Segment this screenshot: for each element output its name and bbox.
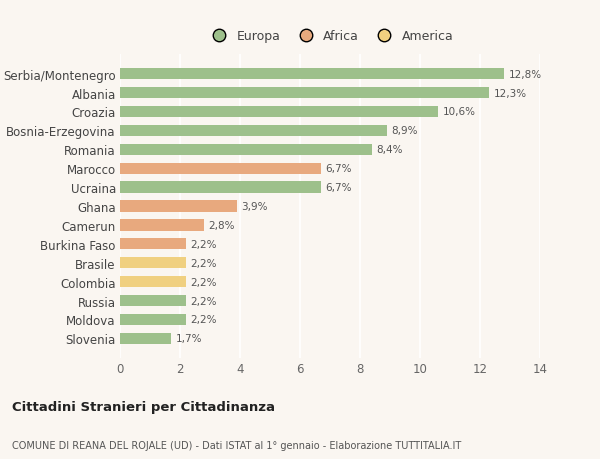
Bar	[120, 69, 504, 80]
Bar	[120, 276, 186, 288]
Bar	[120, 106, 438, 118]
Text: 10,6%: 10,6%	[443, 107, 476, 117]
Bar	[120, 201, 237, 212]
Bar	[120, 88, 489, 99]
Text: COMUNE DI REANA DEL ROJALE (UD) - Dati ISTAT al 1° gennaio - Elaborazione TUTTIT: COMUNE DI REANA DEL ROJALE (UD) - Dati I…	[12, 440, 461, 450]
Bar	[120, 125, 387, 137]
Text: 2,2%: 2,2%	[191, 296, 217, 306]
Text: 2,2%: 2,2%	[191, 315, 217, 325]
Bar	[120, 333, 171, 344]
Text: Cittadini Stranieri per Cittadinanza: Cittadini Stranieri per Cittadinanza	[12, 400, 275, 413]
Legend: Europa, Africa, America: Europa, Africa, America	[202, 25, 458, 48]
Text: 6,7%: 6,7%	[325, 164, 352, 174]
Text: 2,8%: 2,8%	[209, 220, 235, 230]
Bar	[120, 182, 321, 193]
Bar	[120, 239, 186, 250]
Bar	[120, 220, 204, 231]
Bar	[120, 295, 186, 307]
Text: 2,2%: 2,2%	[191, 277, 217, 287]
Bar	[120, 144, 372, 156]
Bar	[120, 163, 321, 174]
Text: 2,2%: 2,2%	[191, 258, 217, 268]
Text: 6,7%: 6,7%	[325, 183, 352, 193]
Text: 12,8%: 12,8%	[509, 69, 542, 79]
Text: 8,4%: 8,4%	[377, 145, 403, 155]
Bar	[120, 314, 186, 325]
Text: 2,2%: 2,2%	[191, 239, 217, 249]
Text: 8,9%: 8,9%	[392, 126, 418, 136]
Text: 3,9%: 3,9%	[241, 202, 268, 212]
Text: 12,3%: 12,3%	[494, 89, 527, 98]
Bar	[120, 257, 186, 269]
Text: 1,7%: 1,7%	[176, 334, 202, 344]
